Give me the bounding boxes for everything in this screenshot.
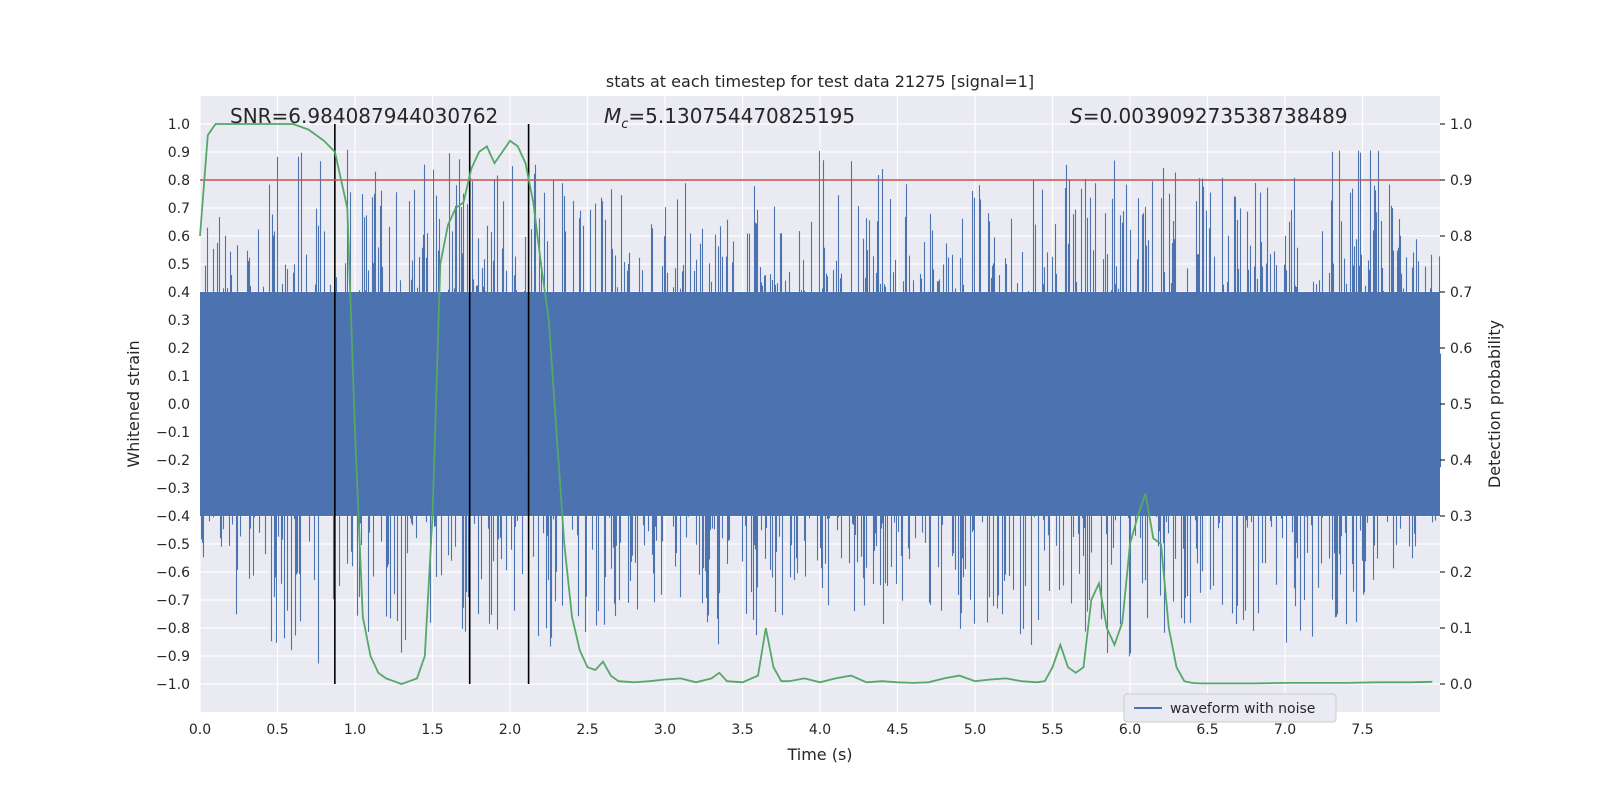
y-right-tick-label-2: 0.8 <box>1450 229 1472 245</box>
right-axis-ticks: 1.0 0.9 0.8 0.7 0.6 0.5 0.4 0.3 0.2 0.1 0.0 <box>1440 117 1472 693</box>
y-right-tick-label-4: 0.6 <box>1450 341 1472 357</box>
legend-entry: waveform with noise <box>1170 701 1315 717</box>
x-tick-label-2: 1.0 <box>344 722 366 738</box>
y-right-tick-label-10: 0.0 <box>1450 677 1472 693</box>
y-tick-label-2: 0.8 <box>168 173 190 189</box>
y-tick-label-19: −0.9 <box>156 649 190 665</box>
x-axis-ticks: 0.0 0.5 1.0 1.5 2.0 2.5 3.0 3.5 4.0 4.5 5.0 5.5 6.0 6… <box>189 722 1374 738</box>
x-tick-label-12: 6.0 <box>1119 722 1141 738</box>
y-tick-label-15: −0.5 <box>156 537 190 553</box>
x-tick-label-0: 0.0 <box>189 722 211 738</box>
y-tick-label-5: 0.5 <box>168 257 190 273</box>
y-right-tick-label-3: 0.7 <box>1450 285 1472 301</box>
waveform-line <box>199 149 1442 664</box>
y-tick-label-17: −0.7 <box>156 593 190 609</box>
y-axis-right-label: Detection probability <box>1485 320 1504 488</box>
y-right-tick-label-6: 0.4 <box>1450 453 1472 469</box>
y-right-tick-label-0: 1.0 <box>1450 117 1472 133</box>
y-right-tick-label-5: 0.5 <box>1450 397 1472 413</box>
y-tick-label-12: −0.2 <box>156 453 190 469</box>
x-tick-label-7: 3.5 <box>731 722 753 738</box>
x-tick-label-6: 3.0 <box>654 722 676 738</box>
x-tick-label-14: 7.0 <box>1274 722 1296 738</box>
y-tick-label-6: 0.4 <box>168 285 190 301</box>
y-tick-label-11: −0.1 <box>156 425 190 441</box>
y-tick-label-16: −0.6 <box>156 565 190 581</box>
x-axis-label: Time (s) <box>786 745 852 764</box>
y-tick-label-8: 0.2 <box>168 341 190 357</box>
x-tick-label-1: 0.5 <box>266 722 288 738</box>
y-tick-label-18: −0.8 <box>156 621 190 637</box>
y-tick-label-3: 0.7 <box>168 201 190 217</box>
chart-title: stats at each timestep for test data 212… <box>606 72 1034 91</box>
y-axis-label: Whitened strain <box>124 340 143 467</box>
y-tick-label-20: −1.0 <box>156 677 190 693</box>
x-tick-label-10: 5.0 <box>964 722 986 738</box>
chirp-mass-annotation: Mc=5.130754470825195 <box>604 104 855 132</box>
x-tick-label-11: 5.5 <box>1041 722 1063 738</box>
x-tick-label-15: 7.5 <box>1351 722 1373 738</box>
legend: waveform with noise <box>1123 693 1337 723</box>
y-tick-label-1: 0.9 <box>168 145 190 161</box>
detection-probability-line <box>199 123 1433 685</box>
y-tick-label-4: 0.6 <box>168 229 190 245</box>
y-tick-label-0: 1.0 <box>168 117 190 133</box>
y-tick-label-13: −0.3 <box>156 481 190 497</box>
waveform-series <box>199 149 1442 664</box>
y-right-tick-label-9: 0.1 <box>1450 621 1472 637</box>
x-tick-label-5: 2.5 <box>576 722 598 738</box>
x-tick-label-3: 1.5 <box>421 722 443 738</box>
y-right-tick-label-1: 0.9 <box>1450 173 1472 189</box>
x-tick-label-13: 6.5 <box>1196 722 1218 738</box>
x-tick-label-4: 2.0 <box>499 722 521 738</box>
y-tick-label-10: 0.0 <box>168 397 190 413</box>
spin-annotation: S=0.003909273538738489 <box>1070 104 1348 128</box>
legend-box <box>1123 693 1337 723</box>
x-tick-label-8: 4.0 <box>809 722 831 738</box>
y-tick-label-7: 0.3 <box>168 313 190 329</box>
detection-probability-series <box>199 123 1433 685</box>
x-tick-label-9: 4.5 <box>886 722 908 738</box>
y-tick-label-9: 0.1 <box>168 369 190 385</box>
y-tick-label-14: −0.4 <box>156 509 190 525</box>
left-axis-ticks: 1.0 0.9 0.8 0.7 0.6 0.5 0.4 0.3 0.2 0.1 0.0 −0.1 −0.… <box>156 117 190 693</box>
y-right-tick-label-7: 0.3 <box>1450 509 1472 525</box>
y-right-tick-label-8: 0.2 <box>1450 565 1472 581</box>
vertical-markers <box>334 124 530 684</box>
snr-annotation: SNR=6.984087944030762 <box>230 104 498 128</box>
